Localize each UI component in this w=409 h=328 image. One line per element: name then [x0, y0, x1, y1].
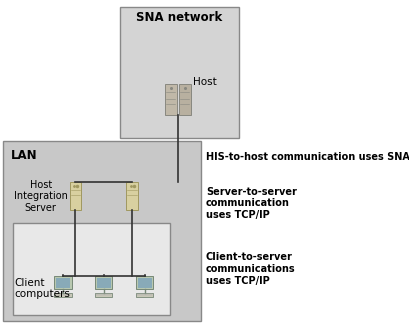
Bar — [3, 141, 201, 321]
Bar — [126, 182, 138, 210]
Bar — [13, 223, 170, 315]
Bar — [137, 278, 152, 288]
Bar — [97, 278, 111, 288]
Text: Host
Integration
Server: Host Integration Server — [14, 179, 67, 213]
Bar — [95, 276, 112, 289]
Bar — [95, 293, 112, 297]
Text: LAN: LAN — [11, 149, 38, 162]
Text: Server-to-server
communication
uses TCP/IP: Server-to-server communication uses TCP/… — [206, 187, 297, 220]
Bar — [56, 278, 70, 288]
Text: HIS-to-host communication uses SNA: HIS-to-host communication uses SNA — [206, 153, 409, 162]
Text: Client-to-server
communications
uses TCP/IP: Client-to-server communications uses TCP… — [206, 252, 296, 286]
Text: Host: Host — [193, 77, 217, 87]
Text: SNA network: SNA network — [136, 11, 222, 25]
Text: Client
computers: Client computers — [14, 278, 70, 299]
Bar — [165, 84, 177, 115]
Bar — [179, 84, 191, 115]
Bar — [119, 7, 239, 138]
Bar — [136, 276, 153, 289]
Bar — [54, 293, 72, 297]
Bar — [70, 182, 81, 210]
Bar — [136, 293, 153, 297]
Bar — [54, 276, 72, 289]
